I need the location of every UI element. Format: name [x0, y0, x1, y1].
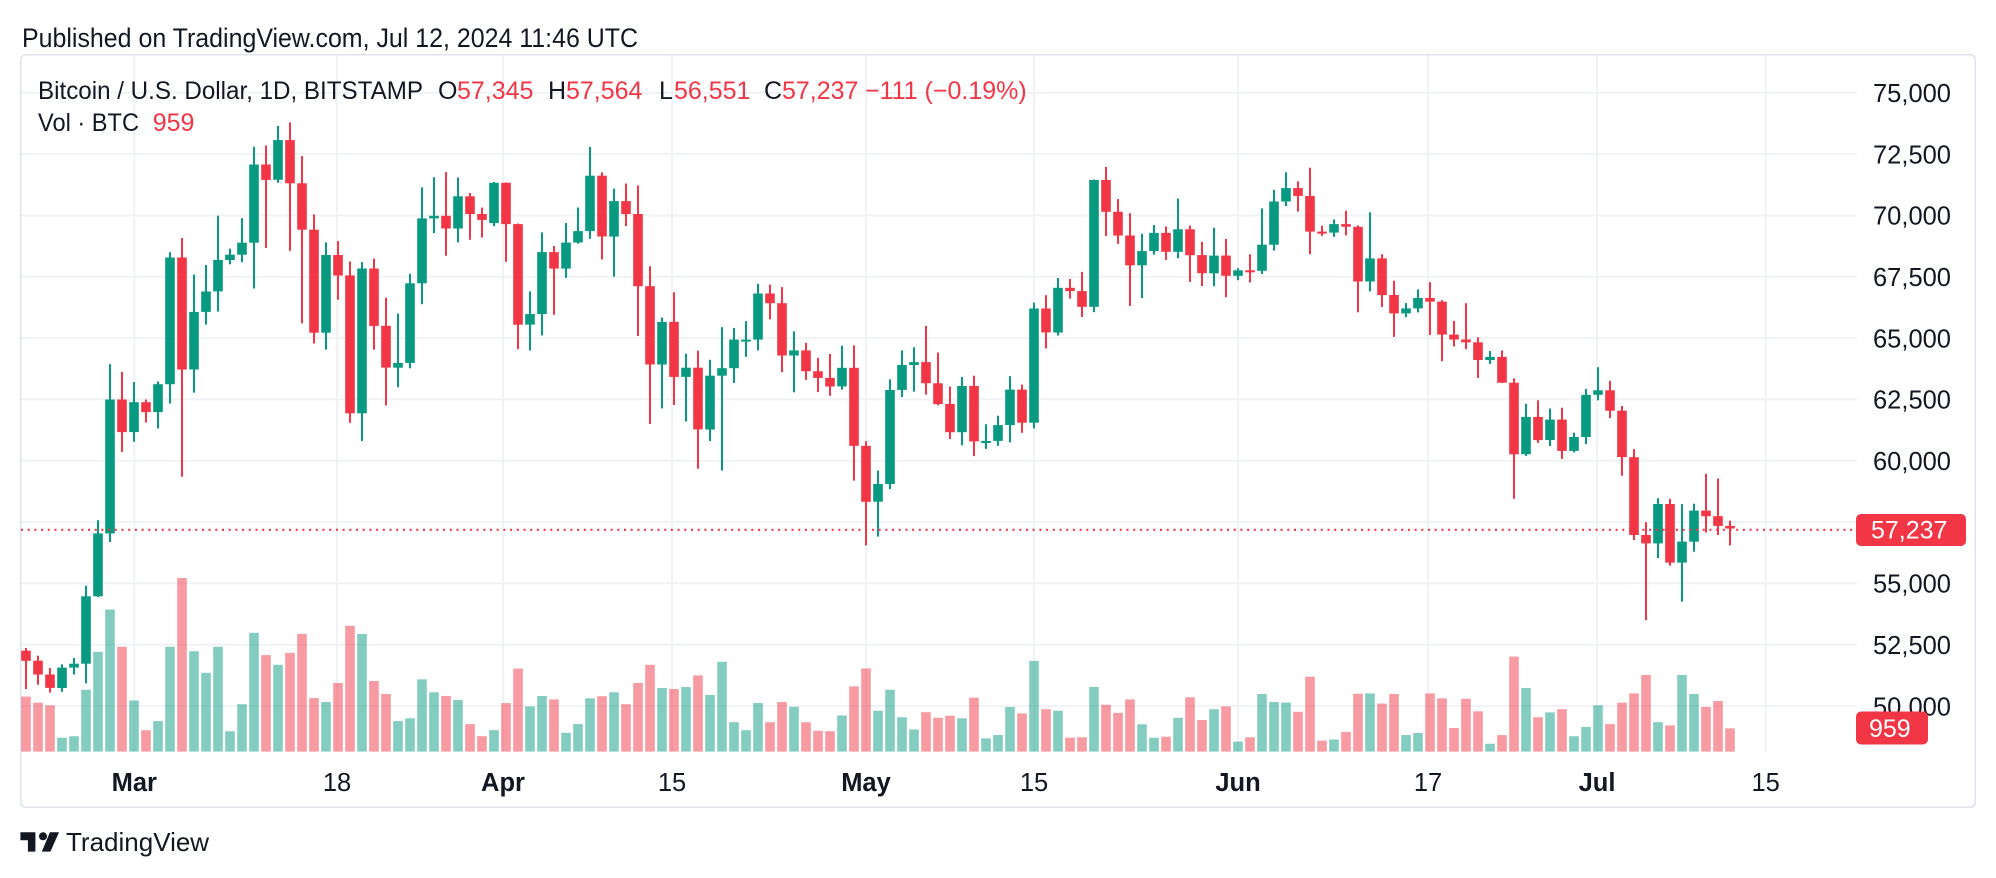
svg-text:55,000: 55,000	[1873, 571, 1951, 599]
svg-text:17: 17	[1414, 769, 1442, 797]
svg-text:O: O	[438, 77, 457, 105]
svg-text:15: 15	[658, 769, 686, 797]
svg-text:15: 15	[1020, 769, 1048, 797]
svg-text:959: 959	[1869, 715, 1911, 743]
svg-text:Published on TradingView.com,: Published on TradingView.com, Jul 12, 20…	[22, 23, 638, 53]
svg-text:65,000: 65,000	[1873, 325, 1951, 353]
svg-text:Apr: Apr	[481, 769, 525, 797]
svg-text:Vol · BTC: Vol · BTC	[38, 109, 139, 137]
svg-text:57,237: 57,237	[1871, 517, 1947, 545]
svg-text:May: May	[841, 769, 891, 797]
svg-text:57,564: 57,564	[566, 77, 643, 105]
svg-text:75,000: 75,000	[1873, 80, 1951, 108]
svg-text:Jul: Jul	[1579, 769, 1616, 797]
svg-text:Mar: Mar	[112, 769, 157, 797]
svg-text:72,500: 72,500	[1873, 141, 1951, 169]
svg-text:18: 18	[323, 769, 351, 797]
svg-text:60,000: 60,000	[1873, 448, 1951, 476]
svg-text:H: H	[548, 77, 566, 105]
svg-text:57,237: 57,237	[782, 77, 858, 105]
svg-text:TradingView: TradingView	[66, 827, 209, 857]
svg-text:−111 (−0.19%): −111 (−0.19%)	[865, 77, 1027, 105]
svg-text:L: L	[659, 77, 673, 105]
svg-text:Jun: Jun	[1215, 769, 1260, 797]
svg-text:15: 15	[1752, 769, 1780, 797]
svg-text:56,551: 56,551	[674, 77, 750, 105]
svg-text:C: C	[764, 77, 782, 105]
svg-text:67,500: 67,500	[1873, 264, 1951, 292]
svg-text:62,500: 62,500	[1873, 387, 1951, 415]
svg-text:959: 959	[153, 109, 195, 137]
svg-text:57,345: 57,345	[457, 77, 533, 105]
svg-text:70,000: 70,000	[1873, 203, 1951, 231]
svg-text:52,500: 52,500	[1873, 632, 1951, 660]
svg-text:Bitcoin / U.S. Dollar, 1D, BIT: Bitcoin / U.S. Dollar, 1D, BITSTAMP	[38, 77, 423, 105]
